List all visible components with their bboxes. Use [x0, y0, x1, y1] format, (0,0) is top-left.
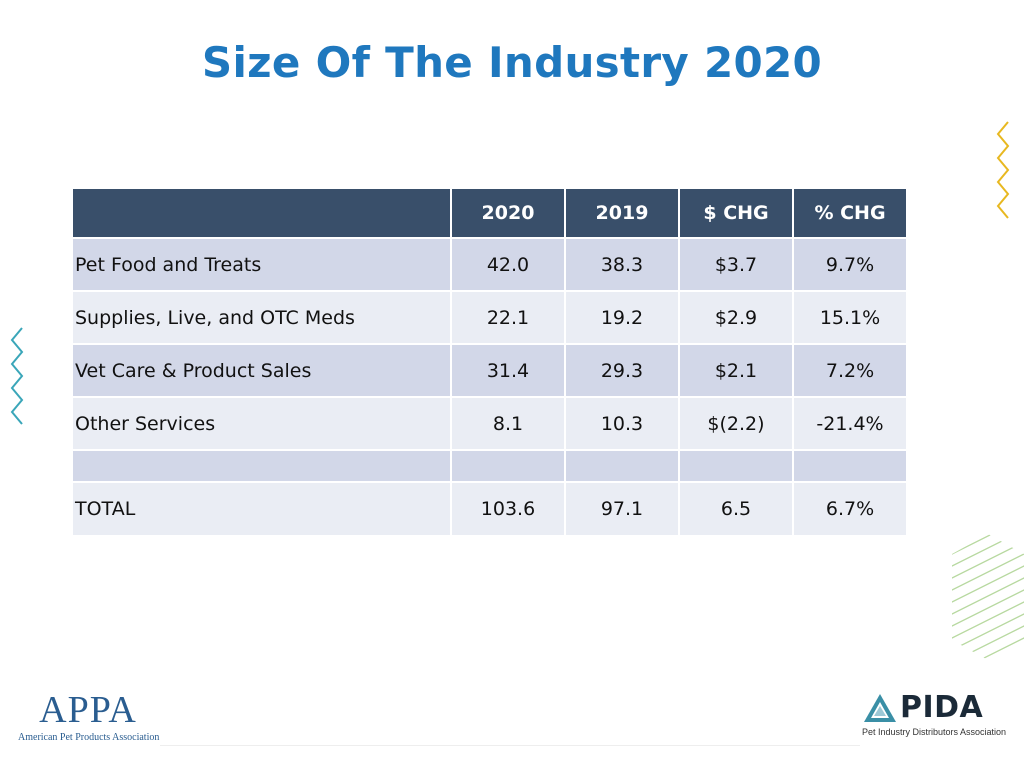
table-row: Supplies, Live, and OTC Meds 22.1 19.2 $…	[71, 290, 908, 345]
appa-logo-mark: APPA	[39, 689, 137, 731]
cell-dollar-change	[678, 449, 794, 483]
table-header-row: 2020 2019 $ CHG % CHG	[71, 187, 908, 239]
cell-percent-change: 6.7%	[792, 481, 908, 537]
cell-dollar-change: $3.7	[678, 237, 794, 292]
zigzag-yellow-decoration	[996, 121, 1010, 219]
pida-logo-subtitle: Pet Industry Distributors Association	[862, 727, 1007, 737]
industry-size-table: 2020 2019 $ CHG % CHG Pet Food and Treat…	[71, 187, 908, 537]
cell-percent-change: 7.2%	[792, 343, 908, 398]
cell-2020: 103.6	[450, 481, 566, 537]
cell-dollar-change: $(2.2)	[678, 396, 794, 451]
cell-2020: 22.1	[450, 290, 566, 345]
header-label	[71, 187, 452, 239]
cell-dollar-change: $2.1	[678, 343, 794, 398]
page-title: Size Of The Industry 2020	[201, 38, 823, 87]
table-row: Vet Care & Product Sales 31.4 29.3 $2.1 …	[71, 343, 908, 398]
table-row: Other Services 8.1 10.3 $(2.2) -21.4%	[71, 396, 908, 451]
cell-2019: 19.2	[564, 290, 680, 345]
cell-percent-change: 15.1%	[792, 290, 908, 345]
appa-logo: APPA American Pet Products Association	[18, 689, 160, 743]
header-2019: 2019	[564, 187, 680, 239]
cell-2019: 10.3	[564, 396, 680, 451]
table-row-total: TOTAL 103.6 97.1 6.5 6.7%	[71, 481, 908, 537]
row-label: Supplies, Live, and OTC Meds	[71, 290, 452, 345]
row-label: Pet Food and Treats	[71, 237, 452, 292]
hatched-hexagon-decoration	[952, 534, 1024, 660]
header-dollar-change: $ CHG	[678, 187, 794, 239]
cell-2019: 38.3	[564, 237, 680, 292]
pida-triangle-icon	[864, 693, 896, 722]
row-label	[71, 449, 452, 483]
cell-2019	[564, 449, 680, 483]
row-label: Vet Care & Product Sales	[71, 343, 452, 398]
cell-percent-change	[792, 449, 908, 483]
cell-dollar-change: $2.9	[678, 290, 794, 345]
table-row-empty	[71, 449, 908, 483]
cell-2019: 29.3	[564, 343, 680, 398]
cell-percent-change: 9.7%	[792, 237, 908, 292]
cell-2020	[450, 449, 566, 483]
cell-dollar-change: 6.5	[678, 481, 794, 537]
footer-divider	[160, 745, 860, 746]
row-label: TOTAL	[71, 481, 452, 537]
cell-2019: 97.1	[564, 481, 680, 537]
appa-logo-subtitle: American Pet Products Association	[18, 732, 160, 743]
zigzag-teal-decoration	[10, 327, 24, 425]
pida-logo-mark: PIDA	[900, 690, 984, 725]
header-2020: 2020	[450, 187, 566, 239]
table-row: Pet Food and Treats 42.0 38.3 $3.7 9.7%	[71, 237, 908, 292]
header-percent-change: % CHG	[792, 187, 908, 239]
pida-logo: PIDA Pet Industry Distributors Associati…	[862, 690, 1012, 737]
cell-2020: 31.4	[450, 343, 566, 398]
cell-2020: 8.1	[450, 396, 566, 451]
cell-2020: 42.0	[450, 237, 566, 292]
cell-percent-change: -21.4%	[792, 396, 908, 451]
row-label: Other Services	[71, 396, 452, 451]
